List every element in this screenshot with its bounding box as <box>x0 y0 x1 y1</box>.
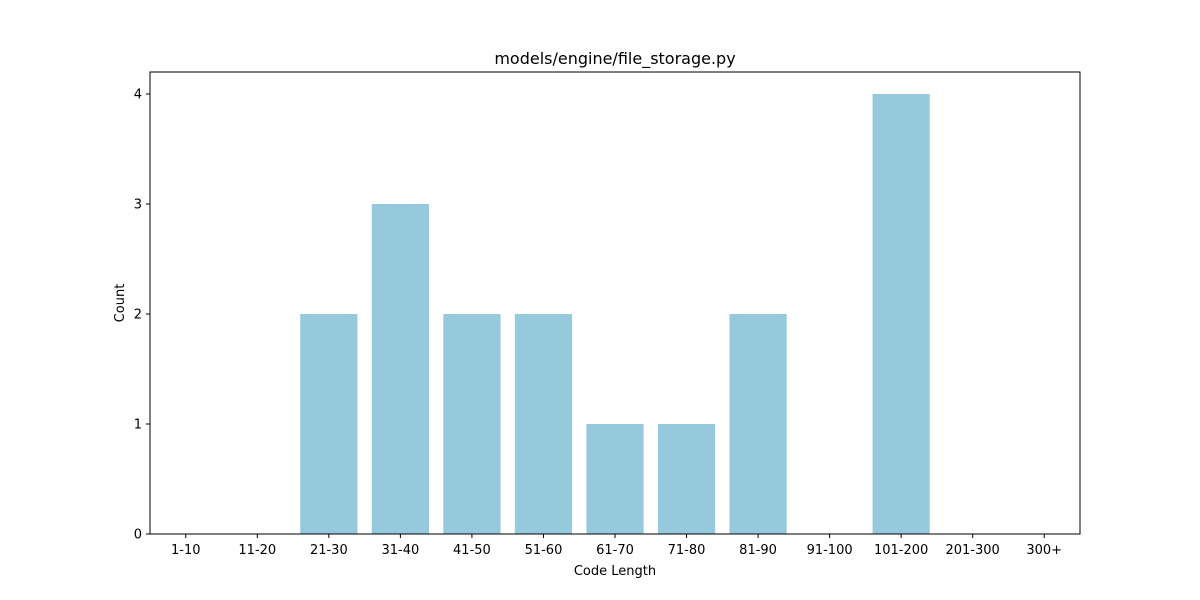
x-tick-label: 81-90 <box>739 543 777 558</box>
x-tick-label: 41-50 <box>453 543 491 558</box>
y-tick-label: 4 <box>134 88 142 103</box>
y-axis: 0 1 2 3 4 <box>134 88 150 543</box>
y-tick-label: 1 <box>134 418 142 433</box>
bar-31-40 <box>371 204 429 534</box>
x-tick-label: 31-40 <box>381 543 419 558</box>
y-tick-label: 2 <box>134 308 142 323</box>
y-tick-label: 3 <box>134 198 142 213</box>
x-tick-label: 300+ <box>1026 543 1062 558</box>
y-tick-label: 0 <box>134 528 142 543</box>
x-tick-label: 51-60 <box>525 543 563 558</box>
x-tick-label: 91-100 <box>807 543 853 558</box>
x-tick-label: 101-200 <box>874 543 928 558</box>
bar-41-50 <box>443 314 501 534</box>
bar-61-70 <box>586 424 644 534</box>
bar-71-80 <box>657 424 716 534</box>
chart-title: models/engine/file_storage.py <box>494 49 735 69</box>
x-tick-label: 71-80 <box>668 543 706 558</box>
bar-51-60 <box>514 314 573 534</box>
x-axis-label: Code Length <box>574 564 656 579</box>
bars-group <box>300 94 930 534</box>
bar-21-30 <box>300 314 358 534</box>
y-axis-label: Count <box>113 284 128 323</box>
bar-81-90 <box>729 314 787 534</box>
x-axis: 1-10 11-20 21-30 31-40 41-50 51-60 61-70 71-80 8… <box>171 534 1062 558</box>
x-tick-label: 21-30 <box>310 543 348 558</box>
x-tick-label: 11-20 <box>238 543 276 558</box>
x-tick-label: 1-10 <box>171 543 201 558</box>
x-tick-label: 61-70 <box>596 543 634 558</box>
bar-101-200 <box>872 94 930 534</box>
x-tick-label: 201-300 <box>946 543 1000 558</box>
